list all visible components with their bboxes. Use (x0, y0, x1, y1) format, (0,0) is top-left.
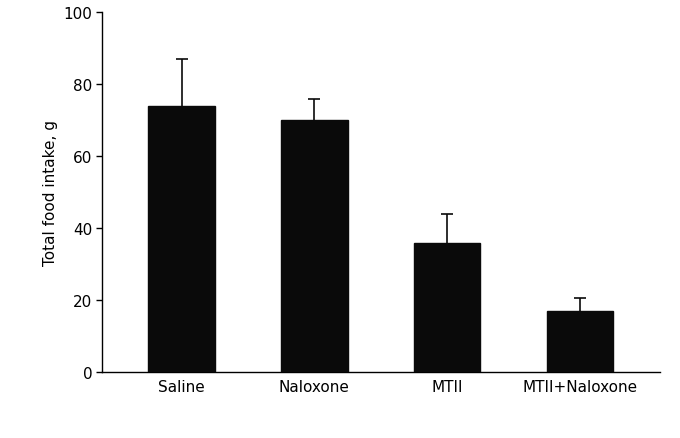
Y-axis label: Total food intake, g: Total food intake, g (43, 120, 58, 265)
Bar (148, 106, 215, 372)
Bar (282, 121, 347, 372)
Bar (414, 243, 480, 372)
Bar (547, 311, 613, 372)
